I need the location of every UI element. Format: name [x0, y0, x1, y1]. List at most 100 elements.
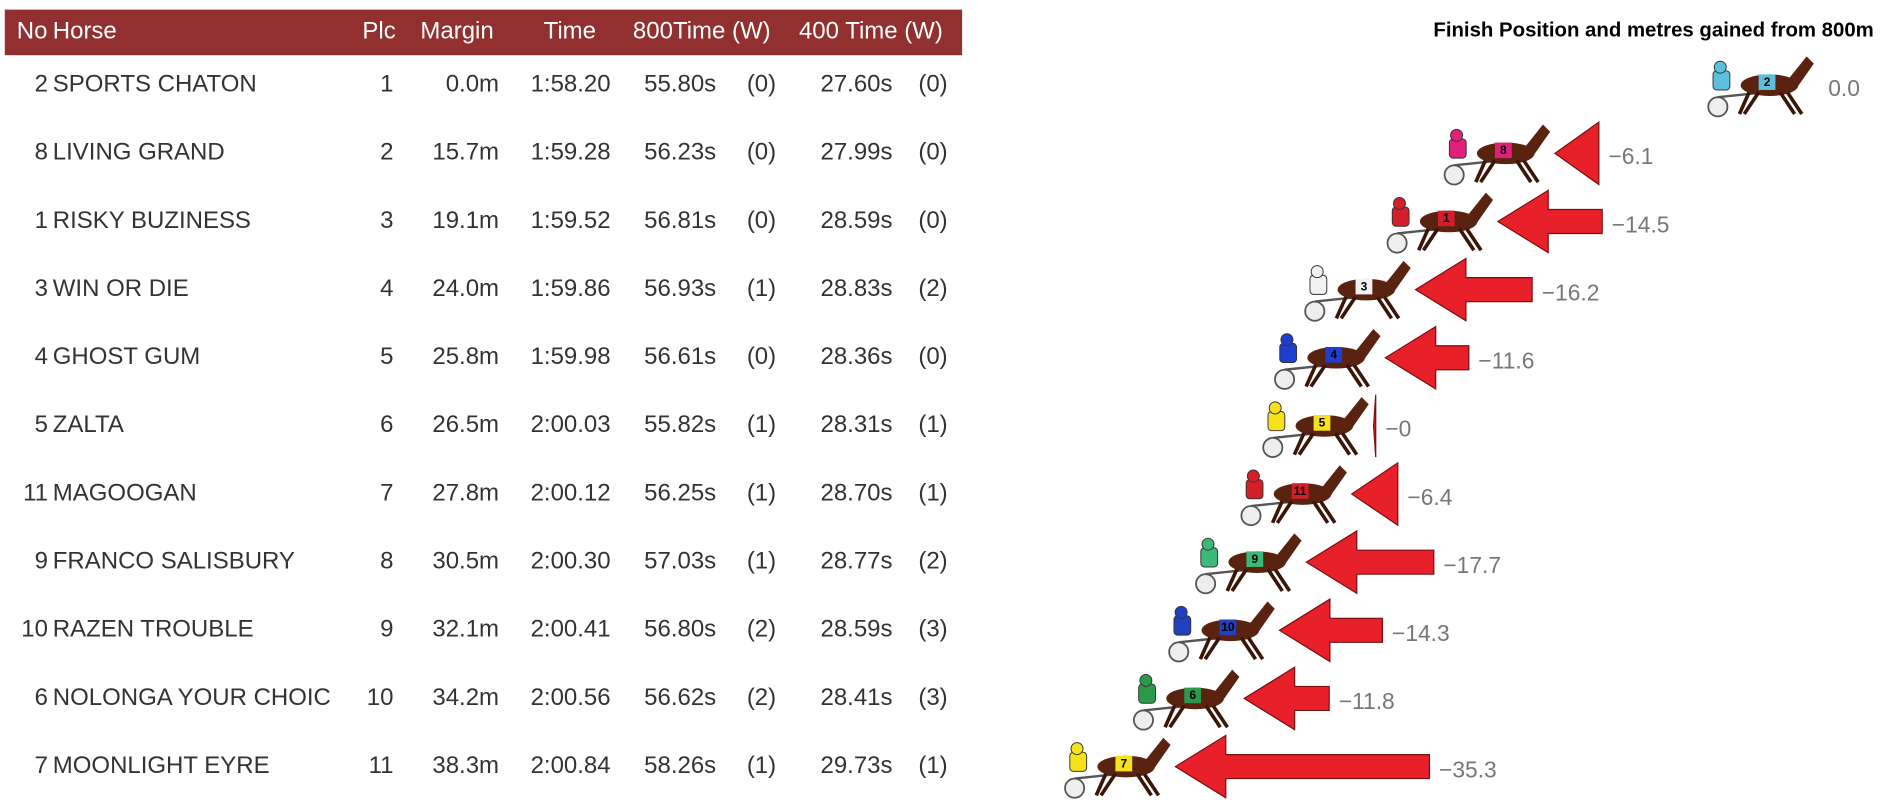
driver: [1139, 684, 1156, 703]
table-cell: (2): [747, 684, 776, 711]
driver: [1201, 548, 1218, 567]
table-cell: (1): [747, 752, 776, 779]
table-cell: LIVING GRAND: [53, 139, 225, 166]
table-cell: 1: [35, 207, 48, 234]
gain-label: −14.5: [1612, 211, 1670, 237]
driver-head: [1393, 197, 1405, 209]
saddle-number: 6: [1189, 688, 1196, 702]
driver: [1174, 616, 1191, 635]
horse-icon: 10: [1169, 602, 1275, 662]
horse-icon: 1: [1387, 193, 1493, 253]
driver-head: [1451, 129, 1463, 141]
sulky-wheel: [1275, 370, 1294, 389]
driver: [1713, 71, 1730, 90]
table-cell: 10: [367, 684, 394, 711]
horse-icon: 11: [1241, 465, 1347, 525]
table-cell: NOLONGA YOUR CHOIC: [53, 684, 331, 711]
table-cell: (0): [747, 207, 776, 234]
horse-neck: [1342, 397, 1368, 428]
table-cell: FRANCO SALISBURY: [53, 548, 295, 575]
table-cell: 28.59s: [820, 616, 892, 643]
table-cell: 5: [35, 411, 48, 438]
table-cell: 55.82s: [644, 411, 716, 438]
table-cell: 56.61s: [644, 343, 716, 370]
table-cell: 1:59.52: [531, 207, 611, 234]
gain-label: −35.3: [1439, 756, 1497, 782]
table-cell: (0): [747, 71, 776, 98]
column-header: Margin: [420, 18, 493, 45]
table-cell: (0): [918, 207, 947, 234]
table-cell: 7: [380, 479, 393, 506]
table-cell: SPORTS CHATON: [53, 71, 257, 98]
table-cell: 15.7m: [432, 139, 499, 166]
horse-icon: 5: [1263, 397, 1369, 457]
table-cell: 28.77s: [820, 548, 892, 575]
saddle-number: 3: [1361, 279, 1368, 293]
gain-arrow: [1374, 395, 1376, 457]
table-cell: 4: [35, 343, 48, 370]
gain-arrow: [1498, 190, 1602, 252]
saddle-number: 9: [1251, 552, 1258, 566]
saddle-number: 10: [1221, 620, 1235, 634]
table-cell: 3: [35, 275, 48, 302]
saddle-number: 4: [1330, 348, 1337, 362]
table-cell: 6: [380, 411, 393, 438]
table-cell: (1): [918, 752, 947, 779]
sulky-wheel: [1134, 710, 1153, 729]
saddle-number: 1: [1443, 211, 1450, 225]
horse-neck: [1213, 670, 1239, 701]
gain-arrow: [1175, 735, 1429, 797]
gain-label: −6.1: [1608, 143, 1653, 169]
table-cell: 38.3m: [432, 752, 499, 779]
column-header: 400 Time (W): [799, 18, 943, 45]
gain-arrow: [1280, 599, 1383, 661]
driver-head: [1202, 538, 1214, 550]
table-cell: (1): [747, 411, 776, 438]
table-cell: RAZEN TROUBLE: [53, 616, 254, 643]
driver: [1280, 343, 1297, 362]
table-cell: 9: [35, 548, 48, 575]
driver: [1268, 411, 1285, 430]
table-cell: WIN OR DIE: [53, 275, 189, 302]
chart-title: Finish Position and metres gained from 8…: [1433, 20, 1873, 42]
driver-head: [1247, 470, 1259, 482]
saddle-number: 7: [1120, 756, 1127, 770]
table-cell: (1): [918, 411, 947, 438]
table-cell: (0): [918, 139, 947, 166]
table-cell: 9: [380, 616, 393, 643]
table-cell: (1): [747, 479, 776, 506]
gain-arrow: [1555, 122, 1599, 184]
gain-label: −17.7: [1443, 552, 1501, 578]
table-cell: 28.59s: [820, 207, 892, 234]
table-cell: 8: [380, 548, 393, 575]
table-cell: (0): [918, 71, 947, 98]
table-cell: 1: [380, 71, 393, 98]
table-cell: 2:00.56: [531, 684, 611, 711]
table-cell: 56.62s: [644, 684, 716, 711]
driver-head: [1071, 743, 1083, 755]
sulky-wheel: [1445, 165, 1464, 184]
driver: [1449, 139, 1466, 158]
table-cell: 27.99s: [820, 139, 892, 166]
horse-icon: 9: [1196, 533, 1302, 593]
horse-neck: [1321, 465, 1347, 496]
table-cell: 19.1m: [432, 207, 499, 234]
driver-head: [1175, 606, 1187, 618]
page: Finish Position and metres gained from 8…: [0, 0, 1881, 805]
table-cell: 55.80s: [644, 71, 716, 98]
table-cell: 2:00.41: [531, 616, 611, 643]
column-header: Time: [544, 18, 596, 45]
gain-label: −16.2: [1542, 279, 1600, 305]
horse-icon: 7: [1065, 738, 1171, 798]
gain-arrow: [1306, 531, 1433, 593]
horse-icon: 3: [1305, 261, 1411, 321]
table-cell: 6: [35, 684, 48, 711]
saddle-number: 5: [1319, 416, 1326, 430]
saddle-number: 2: [1764, 75, 1771, 89]
table-cell: (3): [918, 616, 947, 643]
sulky-wheel: [1708, 97, 1727, 116]
table-cell: 2:00.12: [531, 479, 611, 506]
horse-neck: [1384, 261, 1410, 292]
table-cell: 57.03s: [644, 548, 716, 575]
table-cell: (2): [918, 275, 947, 302]
